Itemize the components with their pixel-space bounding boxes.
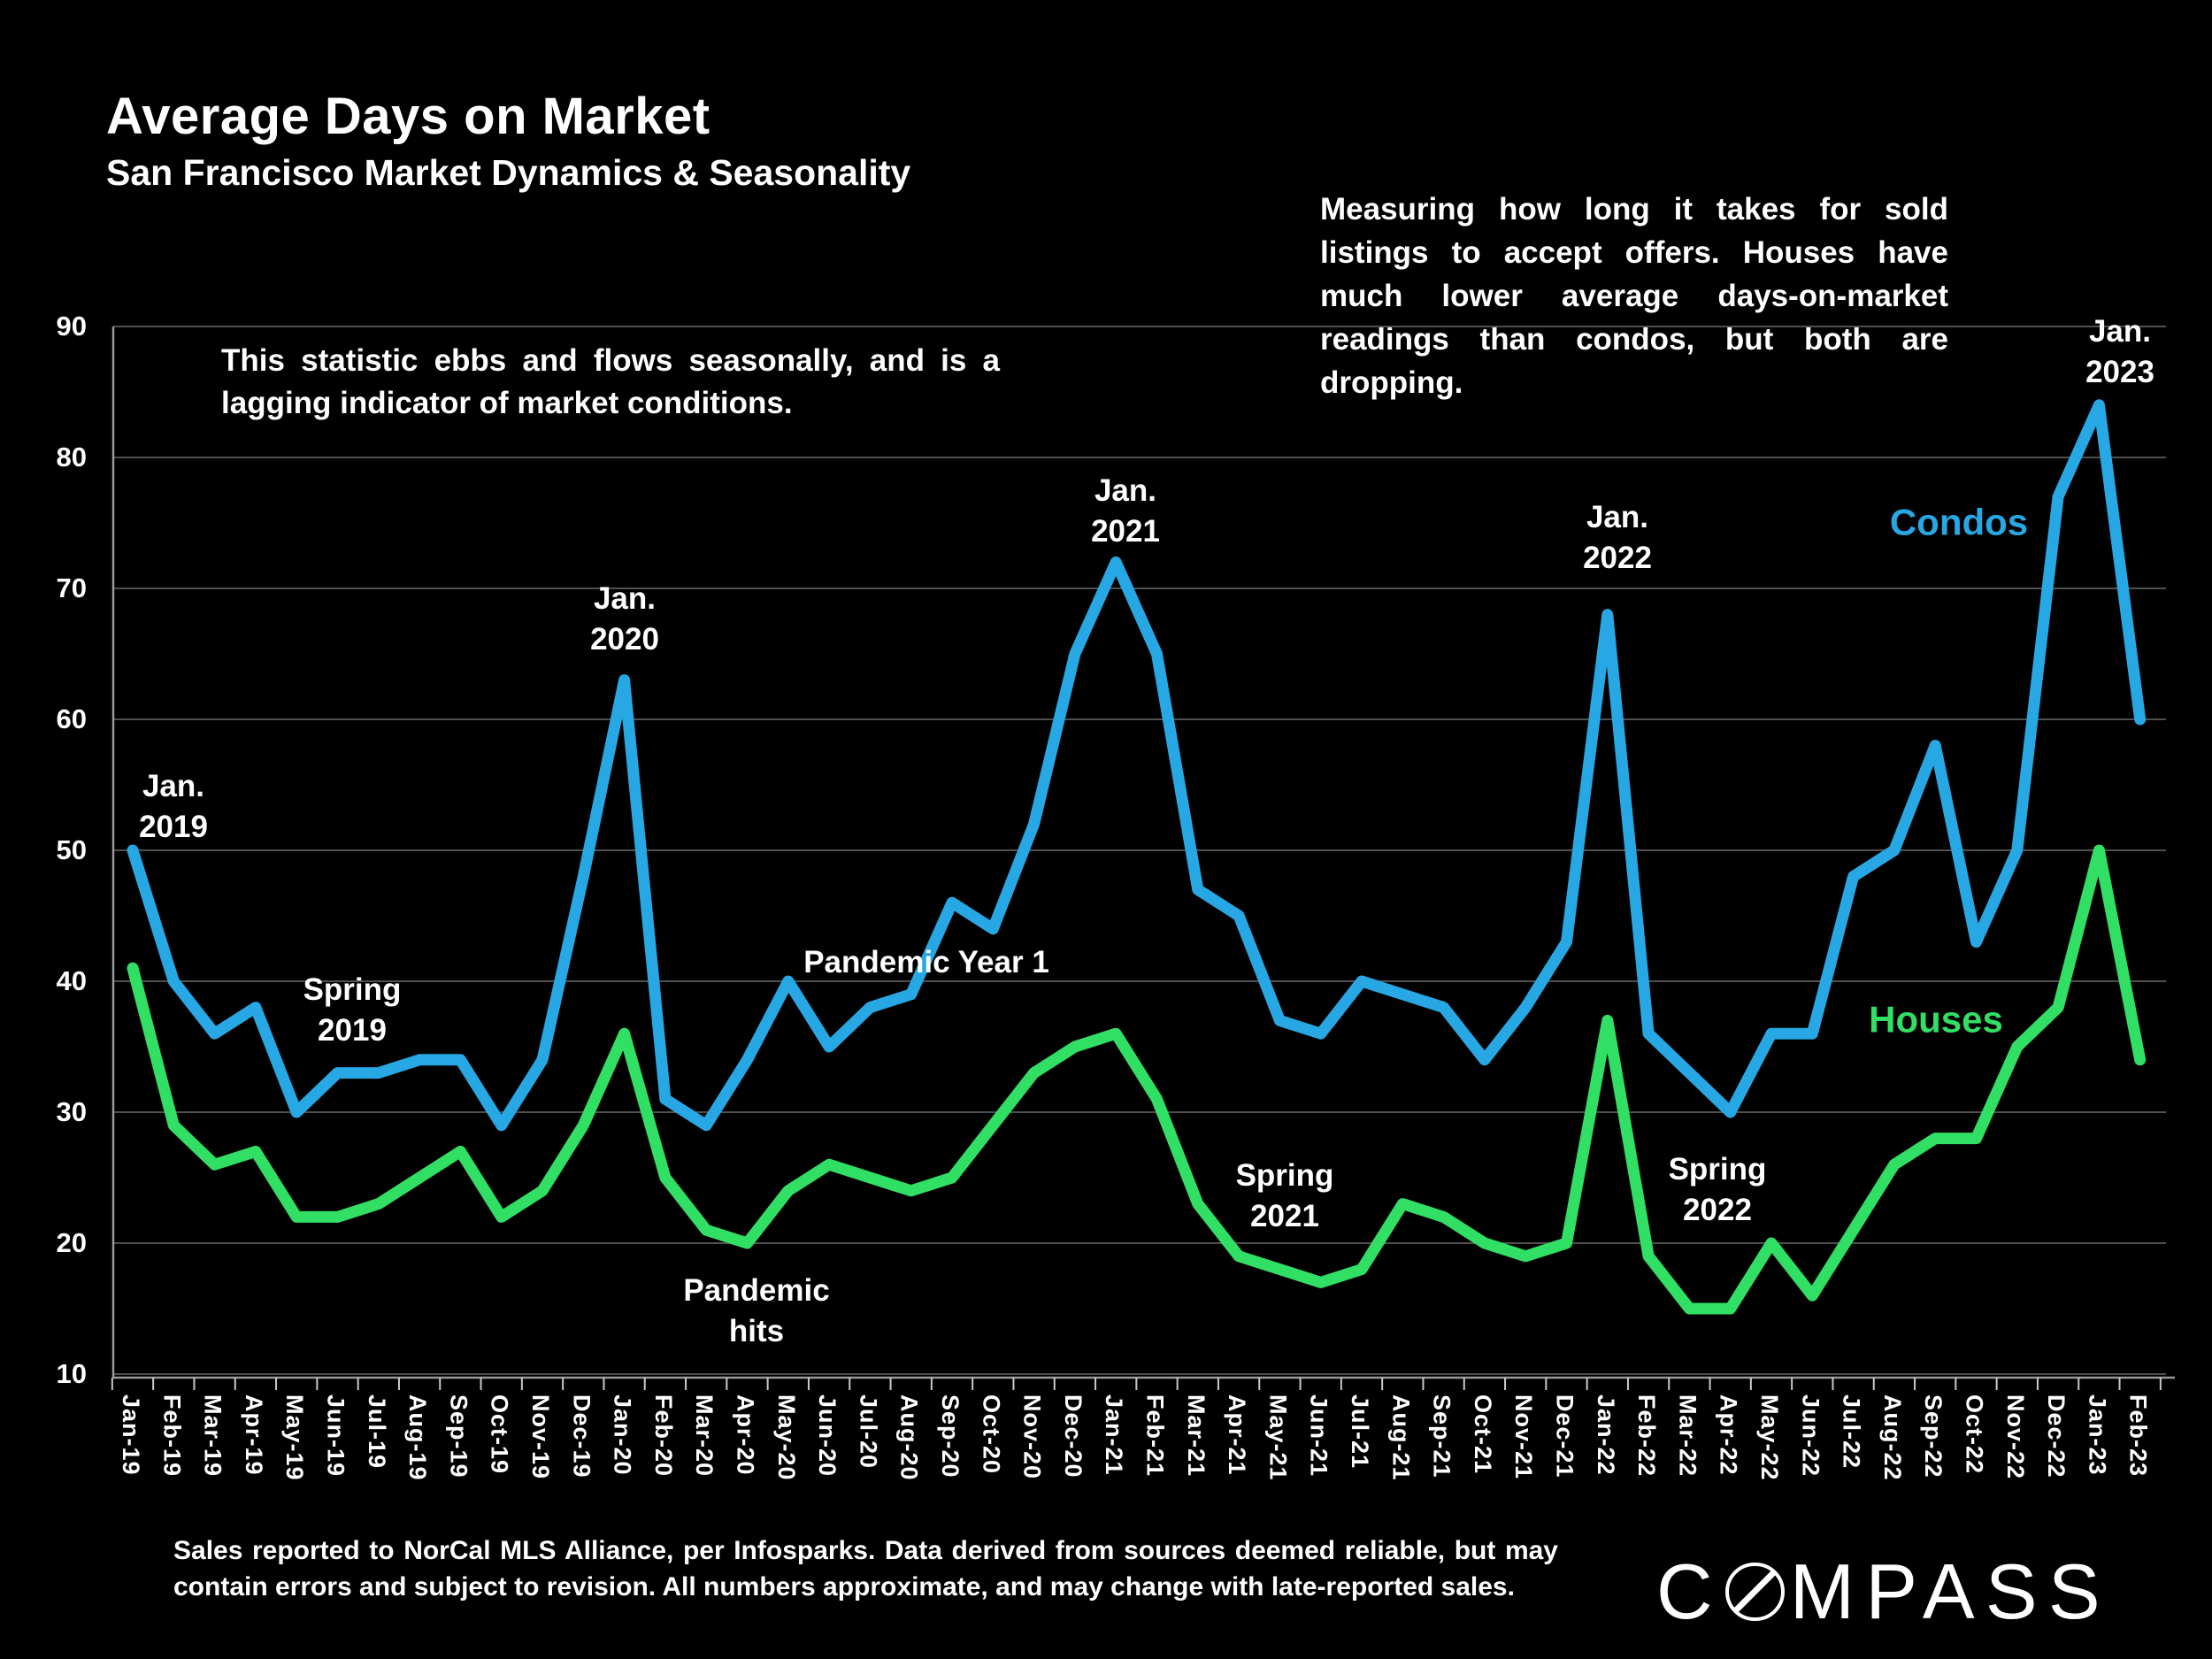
- x-axis-label-Nov-22: Nov-22: [2001, 1394, 2029, 1480]
- x-axis-label-Dec-22: Dec-22: [2043, 1394, 2070, 1479]
- y-axis-label-10: 10: [56, 1358, 87, 1389]
- y-axis-label-70: 70: [56, 572, 87, 603]
- chart-annotation-spring-2019: Spring 2019: [303, 972, 402, 1048]
- x-axis-label-Nov-20: Nov-20: [1018, 1394, 1046, 1480]
- x-axis-label-Dec-20: Dec-20: [1059, 1394, 1087, 1479]
- x-axis-label-Jun-21: Jun-21: [1305, 1394, 1333, 1478]
- x-axis-label-Jan-20: Jan-20: [609, 1394, 636, 1476]
- compass-logo-c: C: [1656, 1548, 1724, 1635]
- y-axis-label-40: 40: [56, 965, 87, 996]
- x-axis-label-Jul-22: Jul-22: [1838, 1394, 1865, 1470]
- x-axis-label-Mar-19: Mar-19: [199, 1394, 227, 1478]
- y-axis-label-50: 50: [56, 834, 87, 865]
- x-axis-label-Sep-19: Sep-19: [445, 1394, 472, 1479]
- compass-logo-o-icon: [1724, 1562, 1785, 1622]
- note-measuring: Measuring how long it takes for sold lis…: [1320, 192, 1948, 400]
- x-axis-label-May-21: May-21: [1264, 1394, 1292, 1481]
- page-subtitle: San Francisco Market Dynamics & Seasonal…: [106, 152, 911, 193]
- x-axis-label-Feb-19: Feb-19: [158, 1394, 186, 1478]
- x-axis-label-Aug-22: Aug-22: [1878, 1394, 1906, 1481]
- chart-annotation-jan.-2020: Jan. 2020: [590, 580, 659, 657]
- chart-annotation-condos: Condos: [1889, 501, 2029, 543]
- x-axis-label-Jan-21: Jan-21: [1101, 1394, 1128, 1476]
- x-axis-label-Jun-22: Jun-22: [1797, 1394, 1824, 1478]
- x-axis-label-Mar-22: Mar-22: [1674, 1394, 1701, 1478]
- note-seasonality: This statistic ebbs and flows seasonally…: [221, 343, 1000, 421]
- x-axis-label-Apr-21: Apr-21: [1224, 1394, 1251, 1476]
- x-axis-label-Jan-22: Jan-22: [1592, 1394, 1619, 1476]
- x-axis-label-Sep-21: Sep-21: [1428, 1394, 1455, 1479]
- chart-annotation-jan.-2019: Jan. 2019: [139, 768, 208, 844]
- x-axis-label-Sep-20: Sep-20: [937, 1394, 964, 1479]
- chart-annotation-pandemic-year-1: Pandemic Year 1: [803, 944, 1049, 979]
- chart-annotation-spring-2022: Spring 2022: [1668, 1151, 1767, 1227]
- x-axis-label-Feb-20: Feb-20: [649, 1394, 677, 1478]
- x-axis-label-Oct-20: Oct-20: [978, 1394, 1005, 1475]
- x-axis-label-Mar-20: Mar-20: [691, 1394, 718, 1478]
- x-axis-label-Aug-20: Aug-20: [895, 1394, 923, 1481]
- x-axis-label-Oct-22: Oct-22: [1961, 1394, 1988, 1475]
- x-axis-label-Oct-19: Oct-19: [486, 1394, 513, 1475]
- x-axis-label-Dec-21: Dec-21: [1551, 1394, 1578, 1479]
- x-axis-label-Jul-20: Jul-20: [855, 1394, 882, 1470]
- x-axis-label-Feb-21: Feb-21: [1141, 1394, 1169, 1478]
- x-axis-label-Apr-22: Apr-22: [1715, 1394, 1742, 1476]
- chart-annotation-houses: Houses: [1869, 998, 2003, 1041]
- footer-disclaimer: Sales reported to NorCal MLS Alliance, p…: [173, 1536, 1558, 1602]
- x-axis-label-Jun-19: Jun-19: [322, 1394, 349, 1478]
- x-axis-label-Jun-20: Jun-20: [814, 1394, 841, 1478]
- y-axis-label-80: 80: [56, 442, 87, 472]
- x-axis-label-Jan-19: Jan-19: [118, 1394, 144, 1476]
- chart-annotation-spring-2021: Spring 2021: [1235, 1157, 1334, 1233]
- compass-logo-rest: MPASS: [1789, 1548, 2111, 1635]
- compass-logo: C MPASS: [1656, 1547, 2111, 1637]
- y-axis-label-60: 60: [56, 703, 87, 734]
- x-axis-label-May-20: May-20: [772, 1394, 800, 1481]
- y-axis-label-90: 90: [56, 311, 87, 342]
- x-axis-label-Jul-21: Jul-21: [1347, 1394, 1373, 1470]
- x-axis-label-Aug-21: Aug-21: [1387, 1394, 1415, 1481]
- chart-annotation-pandemic-hits: Pandemic hits: [683, 1272, 830, 1348]
- x-axis-label-Apr-19: Apr-19: [240, 1394, 267, 1476]
- x-axis-label-May-19: May-19: [281, 1394, 309, 1481]
- series-line-condos: [127, 399, 2147, 1132]
- x-axis-label-May-22: May-22: [1756, 1394, 1783, 1481]
- page-title: Average Days on Market: [106, 88, 710, 145]
- x-axis-label-Jan-23: Jan-23: [2084, 1394, 2111, 1476]
- series-line-houses: [127, 844, 2147, 1315]
- x-axis-label-Jul-19: Jul-19: [363, 1394, 390, 1470]
- chart-annotation-jan.-2022: Jan. 2022: [1583, 499, 1652, 575]
- chart-annotation-jan.-2021: Jan. 2021: [1091, 472, 1160, 549]
- x-axis-label-Nov-21: Nov-21: [1510, 1394, 1538, 1480]
- y-axis-label-30: 30: [56, 1096, 87, 1127]
- x-axis-label-Sep-22: Sep-22: [1920, 1394, 1947, 1479]
- chart-annotation-jan.-2023: Jan. 2023: [2085, 313, 2154, 389]
- y-axis-label-20: 20: [56, 1227, 87, 1258]
- x-axis-label-Apr-20: Apr-20: [732, 1394, 759, 1476]
- compass-needle-icon: [1733, 1570, 1777, 1613]
- x-axis-label-Feb-22: Feb-22: [1633, 1394, 1661, 1478]
- x-axis-label-Dec-19: Dec-19: [568, 1394, 595, 1479]
- x-axis-label-Aug-19: Aug-19: [404, 1394, 432, 1481]
- x-axis-label-Mar-21: Mar-21: [1182, 1394, 1210, 1478]
- x-axis-label-Feb-23: Feb-23: [2124, 1394, 2152, 1478]
- x-axis-label-Nov-19: Nov-19: [527, 1394, 554, 1480]
- x-axis-label-Oct-21: Oct-21: [1469, 1394, 1496, 1475]
